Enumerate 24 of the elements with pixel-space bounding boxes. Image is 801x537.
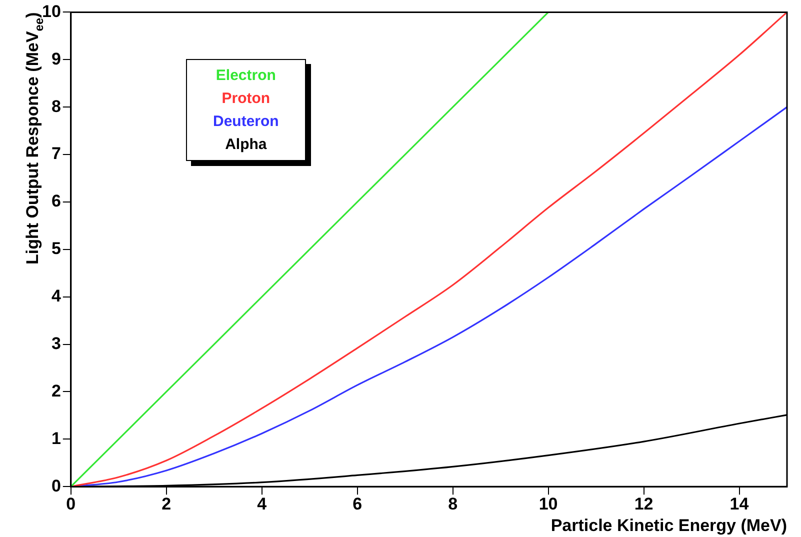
- y-tick-label: 7: [51, 144, 61, 164]
- x-tick-label: 2: [162, 494, 172, 514]
- text: Proton: [222, 89, 270, 110]
- y-tick-label: 8: [51, 96, 61, 116]
- x-tick-label: 0: [66, 494, 76, 514]
- y-tick-label: 1: [51, 428, 61, 448]
- x-tick-label: 14: [730, 494, 750, 514]
- y-tick-label: 0: [51, 476, 61, 496]
- y-tick-label: 3: [51, 334, 61, 353]
- y-tick-label: 4: [51, 286, 62, 306]
- text: Electron: [216, 66, 276, 86]
- y-tick-label: 5: [51, 239, 61, 258]
- y-tick-label: 10: [42, 2, 61, 21]
- x-tick-label: 8: [448, 494, 458, 514]
- x-tick-label: 6: [352, 494, 362, 514]
- text: Alpha: [225, 135, 267, 156]
- y-tick-label: 2: [51, 381, 61, 400]
- y-tick-label: 9: [51, 49, 61, 68]
- y-tick-label: 6: [51, 192, 61, 211]
- x-axis-title: Particle Kinetic Energy (MeV): [550, 516, 788, 535]
- text: Deuteron: [212, 112, 279, 132]
- x-tick-label: 4: [257, 494, 268, 514]
- x-tick-label: 12: [634, 494, 654, 514]
- x-tick-label: 10: [538, 494, 558, 514]
